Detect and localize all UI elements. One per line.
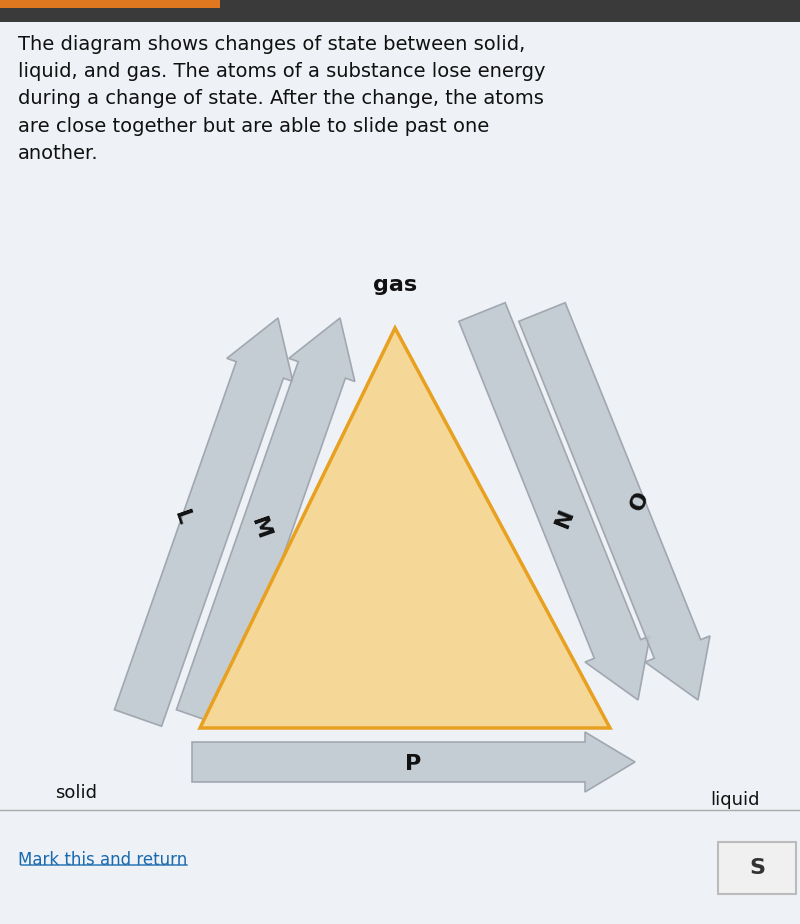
Text: O: O — [627, 489, 653, 514]
FancyBboxPatch shape — [0, 0, 800, 22]
Text: S: S — [749, 858, 765, 878]
FancyBboxPatch shape — [718, 842, 796, 894]
Polygon shape — [177, 318, 355, 726]
Text: solid: solid — [55, 784, 97, 802]
Text: N: N — [552, 505, 578, 530]
Text: L: L — [170, 508, 194, 528]
Text: P: P — [406, 754, 422, 774]
Polygon shape — [114, 318, 293, 726]
Text: Mark this and return: Mark this and return — [18, 851, 187, 869]
Text: M: M — [247, 515, 273, 541]
Text: gas: gas — [373, 275, 417, 295]
Polygon shape — [200, 328, 610, 728]
Text: The diagram shows changes of state between solid,
liquid, and gas. The atoms of : The diagram shows changes of state betwe… — [18, 35, 546, 163]
Polygon shape — [459, 303, 650, 700]
FancyBboxPatch shape — [0, 0, 220, 8]
Text: liquid: liquid — [710, 791, 759, 809]
Polygon shape — [519, 303, 710, 700]
Polygon shape — [192, 732, 635, 792]
